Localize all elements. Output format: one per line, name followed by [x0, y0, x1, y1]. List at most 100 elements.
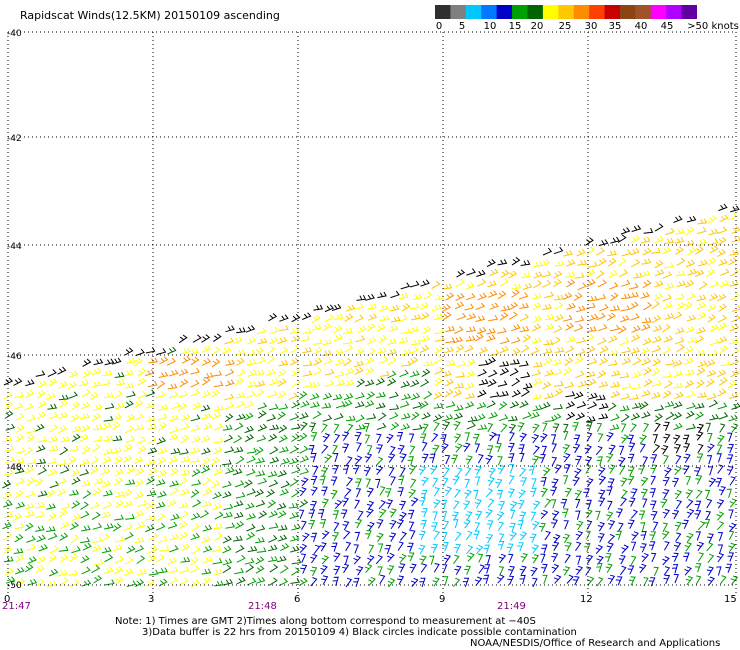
- lon-label: 12: [580, 594, 593, 605]
- wind-barb: [321, 486, 328, 496]
- wind-barb: [16, 578, 26, 587]
- wind-barb: [686, 314, 697, 322]
- wind-barb: [606, 486, 613, 496]
- wind-barb: [464, 466, 472, 477]
- wind-barb: [499, 278, 509, 287]
- wind-barb: [586, 302, 596, 309]
- wind-barb: [574, 467, 582, 478]
- wind-map: -40 -42 -44 -46 -48 -50 0 3 6 9 12 15 21…: [2, 29, 740, 610]
- wind-barb: [56, 488, 67, 497]
- wind-barb: [299, 412, 309, 420]
- wind-barb: [587, 401, 598, 410]
- wind-barb: [114, 468, 124, 477]
- wind-barb: [662, 508, 671, 519]
- wind-barb: [310, 452, 317, 463]
- wind-barb: [321, 498, 329, 508]
- wind-barb: [709, 293, 719, 302]
- wind-barb: [575, 498, 581, 509]
- wind-barb: [565, 259, 576, 267]
- wind-barb: [15, 434, 25, 443]
- wind-barb: [102, 456, 112, 464]
- wind-barb: [202, 377, 211, 386]
- wind-barb: [257, 423, 268, 432]
- wind-barb: [124, 425, 135, 434]
- wind-barb: [685, 575, 694, 586]
- wind-barb: [566, 574, 574, 584]
- wind-barb: [543, 339, 554, 346]
- wind-barb: [674, 532, 682, 542]
- color-scale-labels: 0 5 10 15 20 25 30 35 40 45 >50 knots: [435, 21, 740, 35]
- wind-barb: [607, 359, 618, 366]
- wind-barb: [543, 467, 551, 477]
- wind-barb: [269, 424, 280, 431]
- wind-barb: [244, 400, 254, 409]
- wind-barb: [630, 412, 641, 421]
- wind-barb: [443, 414, 454, 422]
- wind-barb: [453, 336, 463, 344]
- wind-barb: [201, 447, 211, 455]
- wind-barb: [3, 391, 13, 400]
- wind-barb: [92, 536, 103, 544]
- time-label: 21:48: [248, 601, 277, 610]
- wind-barb: [156, 512, 166, 522]
- wind-barb: [487, 498, 495, 508]
- wind-barb: [587, 261, 598, 268]
- color-scale-bar: [435, 5, 697, 19]
- wind-barb: [696, 431, 704, 441]
- wind-barb: [487, 422, 494, 433]
- wind-barb: [718, 258, 728, 266]
- wind-barb: [551, 478, 559, 488]
- wind-barb: [58, 545, 69, 552]
- wind-barb: [673, 541, 682, 552]
- wind-barb: [619, 405, 630, 412]
- wind-barb: [672, 509, 680, 520]
- wind-barb: [13, 377, 23, 386]
- wind-barb: [365, 293, 375, 301]
- wind-barb: [245, 502, 255, 510]
- wind-barb: [532, 404, 543, 412]
- wind-barb: [234, 480, 245, 488]
- wind-barb: [310, 392, 320, 401]
- wind-barb: [321, 444, 329, 454]
- wind-barb: [379, 508, 387, 518]
- wind-barb: [433, 421, 440, 432]
- wind-barb: [344, 344, 354, 353]
- wind-barb: [552, 278, 562, 288]
- wind-barb: [686, 292, 696, 301]
- wind-barb: [544, 530, 551, 541]
- wind-barb: [621, 357, 632, 365]
- wind-barb: [202, 422, 213, 431]
- wind-barb: [280, 543, 290, 552]
- wind-barb: [574, 391, 584, 399]
- wind-barb: [101, 546, 112, 554]
- wind-barb: [684, 346, 694, 354]
- wind-barb: [488, 411, 498, 419]
- wind-barb: [26, 535, 36, 543]
- wind-barb: [390, 476, 396, 486]
- wind-barb: [158, 578, 168, 587]
- wind-barb: [398, 475, 405, 485]
- wind-barb: [553, 325, 563, 334]
- wind-barb: [597, 522, 605, 532]
- wind-barb: [71, 513, 82, 521]
- wind-barb: [662, 271, 672, 279]
- wind-barb: [698, 281, 708, 290]
- scale-label: 35: [608, 21, 622, 32]
- wind-barb: [148, 532, 159, 541]
- wind-barb: [442, 311, 452, 321]
- wind-barb: [686, 499, 694, 509]
- wind-barb: [453, 420, 461, 431]
- map-title: Rapidscat Winds(12.5KM) 20150109 ascendi…: [20, 9, 280, 22]
- wind-barb: [81, 424, 91, 433]
- wind-barb: [92, 435, 103, 442]
- wind-barb: [137, 500, 148, 507]
- wind-barb: [377, 291, 387, 299]
- wind-barb: [683, 357, 694, 365]
- wind-barb: [200, 510, 210, 519]
- wind-barb: [322, 433, 331, 443]
- wind-barb: [533, 271, 543, 279]
- wind-barb: [246, 455, 256, 464]
- wind-barb: [190, 367, 200, 375]
- lon-label: 0: [4, 594, 10, 605]
- wind-barb: [651, 552, 657, 563]
